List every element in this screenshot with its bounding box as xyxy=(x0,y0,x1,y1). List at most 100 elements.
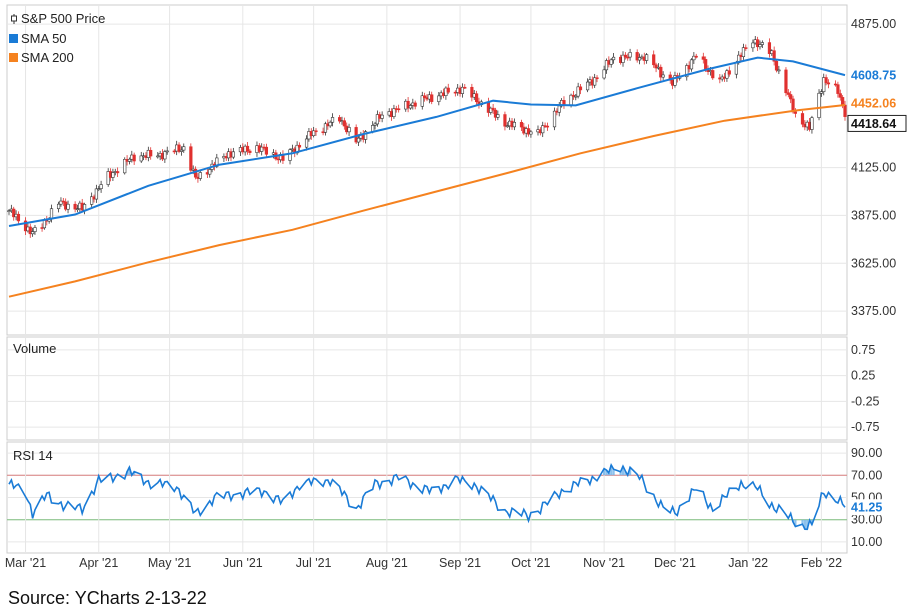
candle-body xyxy=(645,54,649,61)
candle-body xyxy=(231,151,235,158)
candle-body xyxy=(314,130,318,133)
candle-body xyxy=(786,92,790,95)
candle-body xyxy=(323,123,328,133)
candle-body xyxy=(380,114,384,119)
candle-body xyxy=(562,100,566,106)
candle-body xyxy=(784,69,788,94)
candle-body xyxy=(512,122,516,128)
candle-body xyxy=(248,150,252,153)
candle-body xyxy=(49,208,54,220)
candle-body xyxy=(661,74,665,78)
candle-body xyxy=(727,70,731,75)
price-y-tick-label: 4125.00 xyxy=(851,161,896,175)
volume-y-tick-label: -0.75 xyxy=(851,420,880,434)
candle-body xyxy=(557,105,561,113)
candle-body xyxy=(179,149,183,152)
candle-body xyxy=(824,77,828,84)
candle-body xyxy=(193,168,198,178)
candle-body xyxy=(602,69,606,79)
candle-body xyxy=(7,210,11,212)
volume-y-tick-label: 0.75 xyxy=(851,343,875,357)
candle-body xyxy=(446,87,450,93)
candle-body xyxy=(463,86,467,89)
candle-body xyxy=(182,146,186,151)
rsi-line xyxy=(8,462,846,531)
rsi-y-tick-label: 70.00 xyxy=(851,468,882,482)
candle-body xyxy=(611,56,616,61)
candle-body xyxy=(208,169,212,175)
candle-body xyxy=(593,77,597,86)
candle-body xyxy=(822,77,826,92)
candle-body xyxy=(704,59,708,70)
candle-body xyxy=(628,52,632,58)
candle-body xyxy=(751,42,755,49)
candle-body xyxy=(654,64,658,69)
candle-body xyxy=(701,56,705,60)
candle-body xyxy=(420,95,424,107)
candle-body xyxy=(82,204,87,211)
candle-body xyxy=(75,208,80,211)
candle-body xyxy=(838,93,842,98)
price-last-value: 4418.64 xyxy=(851,117,896,131)
rsi-y-tick-label: 90.00 xyxy=(851,446,882,460)
sma-200-last-value-box xyxy=(848,95,906,112)
candle-body xyxy=(260,146,264,152)
candle-body xyxy=(363,131,368,140)
candle-body xyxy=(503,114,507,127)
candle-body xyxy=(139,155,143,162)
price-last-value-box xyxy=(847,114,907,132)
candle-body xyxy=(800,113,805,125)
candle-body xyxy=(245,145,250,152)
candle-body xyxy=(526,128,531,135)
x-tick-label: Jul '21 xyxy=(296,556,332,570)
candle-body xyxy=(90,196,94,205)
candle-body xyxy=(177,144,181,152)
candle-body xyxy=(817,92,821,119)
candle-body xyxy=(423,95,427,98)
candle-body xyxy=(73,203,77,210)
volume-y-tick-label: -0.25 xyxy=(851,394,880,408)
candle-body xyxy=(741,47,746,57)
candle-body xyxy=(659,66,663,78)
sma-50-line xyxy=(8,56,846,227)
rsi-last-value-box xyxy=(848,499,906,516)
sma-200-line xyxy=(8,104,846,298)
candle-body xyxy=(356,137,361,143)
x-tick-label: Oct '21 xyxy=(511,556,550,570)
candle-body xyxy=(519,122,524,128)
candle-body xyxy=(23,220,28,232)
candle-body xyxy=(106,171,110,185)
candle-body xyxy=(116,171,120,174)
price-y-tick-label: 3625.00 xyxy=(851,256,896,270)
source-caption: Source: YCharts 2-13-22 xyxy=(8,588,207,608)
price-y-tick-label: 4875.00 xyxy=(851,17,896,31)
rsi-last-value: 41.25 xyxy=(851,501,882,515)
candle-body xyxy=(692,55,696,61)
volume-panel xyxy=(6,336,848,441)
candle-body xyxy=(810,117,814,130)
candle-body xyxy=(460,86,465,94)
candle-body xyxy=(165,150,169,153)
candle-body xyxy=(297,144,302,148)
candle-body xyxy=(552,110,557,128)
candle-body xyxy=(304,138,309,148)
candle-body xyxy=(198,172,202,179)
candle-body xyxy=(342,120,346,127)
candle-body xyxy=(760,42,764,45)
candle-body xyxy=(789,94,793,100)
candle-body xyxy=(545,125,550,128)
candle-body xyxy=(635,52,639,61)
candle-body xyxy=(328,121,332,127)
rsi-series xyxy=(8,462,846,531)
candle-body xyxy=(529,131,533,135)
candle-body xyxy=(111,172,115,178)
x-tick-label: May '21 xyxy=(148,556,191,570)
sma-50-swatch-icon xyxy=(9,34,18,43)
sma-50-last-value-box xyxy=(848,67,906,84)
candle-body xyxy=(819,91,823,94)
x-tick-label: Jan '22 xyxy=(728,556,768,570)
candle-body xyxy=(347,127,351,133)
candle-body xyxy=(413,102,417,107)
candle-body xyxy=(791,98,795,113)
candle-body xyxy=(132,154,136,162)
